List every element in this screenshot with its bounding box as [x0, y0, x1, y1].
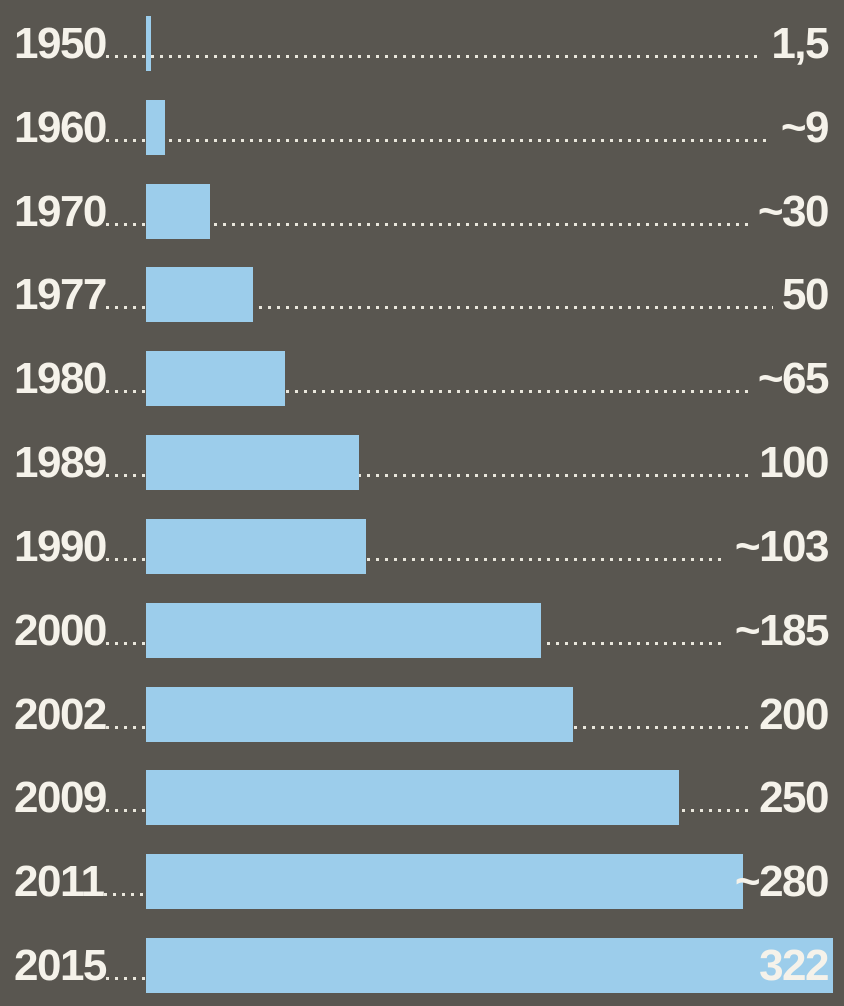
bar	[146, 435, 359, 491]
chart-row: 2002 200	[0, 671, 844, 755]
value-label: ~65	[757, 354, 830, 404]
leader-dots	[105, 138, 772, 142]
leader-dots	[105, 55, 763, 58]
year-label: 1960	[14, 102, 107, 152]
leader-dots	[105, 474, 751, 478]
year-label: 1989	[14, 438, 107, 488]
leader-dots	[105, 557, 726, 561]
leader-dots	[105, 222, 749, 226]
year-label: 1977	[14, 270, 107, 320]
bar	[146, 99, 165, 155]
chart-row: 1977 50	[0, 251, 844, 335]
bar	[146, 183, 210, 239]
chart-row: 1960 ~9	[0, 84, 844, 168]
year-label: 2002	[14, 689, 107, 739]
value-label: 100	[759, 438, 829, 488]
value-label: 250	[759, 773, 829, 823]
bar	[146, 351, 285, 407]
bar	[146, 854, 743, 910]
year-label: 1970	[14, 186, 107, 236]
year-label: 2011	[14, 857, 105, 907]
value-label: 50	[782, 270, 829, 320]
value-label: ~185	[734, 605, 830, 655]
bar	[146, 938, 833, 994]
bar	[146, 267, 253, 323]
chart-row: 2000 ~185	[0, 587, 844, 671]
year-label: 2009	[14, 773, 107, 823]
bar	[146, 602, 541, 658]
bar	[146, 16, 151, 71]
value-label: 200	[759, 689, 829, 739]
year-label: 2000	[14, 605, 107, 655]
year-label: 2015	[14, 941, 107, 991]
chart-row: 2015 322	[0, 922, 844, 1006]
chart-row: 1970 ~30	[0, 168, 844, 252]
chart-row: 1990 ~103	[0, 503, 844, 587]
value-label: 322	[759, 941, 829, 991]
value-label: ~103	[734, 521, 830, 571]
chart-row: 1950 1,5	[0, 0, 844, 84]
chart-row: 2011 ~280	[0, 838, 844, 922]
chart-row: 2009 250	[0, 754, 844, 838]
bar	[146, 770, 679, 826]
year-label: 1950	[14, 18, 107, 68]
value-label: ~280	[734, 857, 830, 907]
year-label: 1990	[14, 521, 107, 571]
leader-dots	[105, 390, 749, 394]
value-label: 1,5	[771, 18, 829, 68]
value-label: ~30	[757, 186, 830, 236]
chart-row: 1980 ~65	[0, 335, 844, 419]
chart-row: 1989 100	[0, 419, 844, 503]
leader-dots	[105, 306, 774, 310]
bar	[146, 518, 366, 574]
bar	[146, 686, 573, 742]
value-label: ~9	[780, 102, 830, 152]
year-label: 1980	[14, 354, 107, 404]
